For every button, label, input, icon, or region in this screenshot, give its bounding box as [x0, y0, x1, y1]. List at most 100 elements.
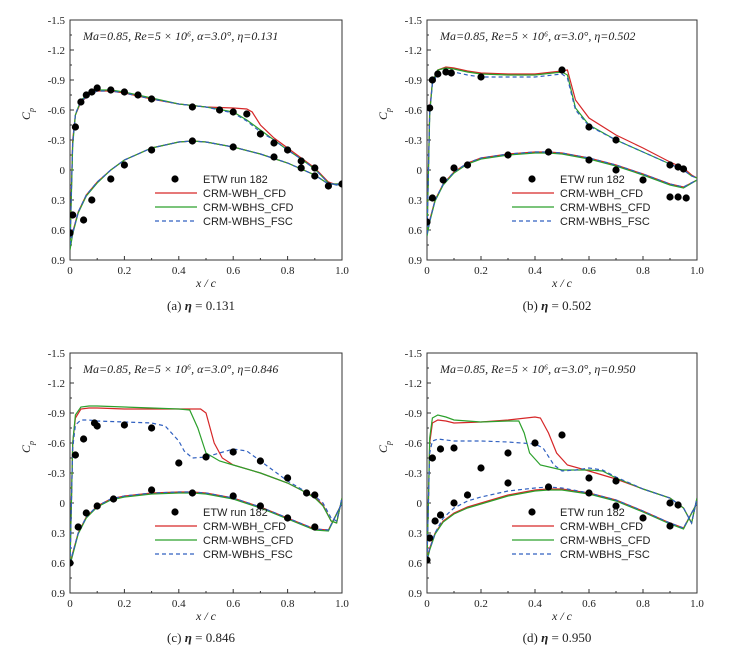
series-line-crm-wbhs-fsc-lower: [427, 151, 697, 235]
x-tick-label: 0.6: [226, 598, 240, 610]
experiment-point: [243, 110, 251, 118]
y-tick-label: 0.9: [408, 588, 422, 600]
experiment-point: [77, 98, 85, 106]
legend-label: CRM-WBHS_FSC: [560, 216, 650, 228]
experiment-point: [436, 511, 445, 519]
y-tick-label: 0.6: [408, 225, 422, 237]
experiment-point: [612, 502, 620, 510]
y-tick-label: 0.9: [408, 255, 422, 267]
experiment-point: [229, 448, 237, 456]
panel-caption: (d) η = 0.950: [523, 630, 592, 645]
experiment-point: [447, 69, 455, 77]
x-tick-label: 0.6: [582, 598, 596, 610]
experiment-point: [612, 136, 620, 144]
experiment-point: [436, 445, 445, 453]
experiment-point: [450, 499, 458, 507]
experiment-point: [80, 216, 88, 224]
experiment-point: [558, 431, 566, 439]
experiment-point: [188, 489, 196, 497]
experiment-point: [148, 486, 156, 494]
legend: ETW run 182 CRM-WBH_CFD CRM-WBHS_CFD CRM-WB…: [512, 507, 650, 561]
experiment-point: [229, 143, 237, 151]
panel-a: -1.5-1.2-0.9-0.6-0.300.30.60.90 0.2 0.4 0.6…: [19, 15, 349, 313]
legend-label: CRM-WBH_CFD: [560, 188, 643, 200]
experiment-point: [463, 161, 472, 169]
y-tick-label: 0: [417, 165, 423, 177]
experiment-point: [120, 161, 128, 169]
experiment-point: [544, 483, 553, 491]
panel-b: -1.5-1.2-0.9-0.6-0.300.30.60.90 0.2 0.4 0.6…: [376, 15, 704, 313]
x-tick-label: 0.2: [474, 598, 488, 610]
experiment-point: [504, 479, 512, 487]
condition-label: Ma=0.85, Re=5 × 10⁶, α=3.0°, η=0.502: [439, 29, 635, 43]
experiment-point: [682, 194, 690, 202]
y-axis-label: Cp: [19, 108, 36, 120]
experiment-point: [666, 161, 674, 169]
experiment-point: [463, 491, 472, 499]
experiment-point: [70, 559, 74, 567]
y-tick-label: -1.5: [48, 348, 66, 360]
experiment-point: [256, 502, 264, 510]
x-tick-label: 0.4: [528, 265, 542, 277]
x-tick-label: 1.0: [690, 265, 704, 277]
experiment-point: [93, 502, 101, 510]
experiment-point: [639, 514, 647, 522]
y-tick-label: 0.9: [51, 588, 65, 600]
legend-marker-experiment: [171, 508, 179, 516]
legend-label: CRM-WBH_CFD: [560, 521, 643, 533]
experiment-point: [428, 454, 436, 462]
panel-c: -1.5-1.2-0.9-0.6-0.300.30.60.90 0.2 0.4 0.6…: [19, 348, 349, 645]
condition-label: Ma=0.85, Re=5 × 10⁶, α=3.0°, η=0.131: [82, 29, 278, 43]
y-tick-label: -1.2: [48, 378, 65, 390]
experiment-point: [82, 509, 90, 517]
panel-d: -1.5-1.2-0.9-0.6-0.300.30.60.90 0.2 0.4 0.6…: [376, 348, 704, 645]
y-tick-label: 0.3: [408, 195, 422, 207]
experiment-point: [188, 103, 196, 111]
experiment-point: [427, 556, 431, 564]
experiment-point: [88, 88, 96, 96]
experiment-point: [284, 146, 292, 154]
experiment-point: [120, 421, 128, 429]
x-tick-label: 1.0: [335, 265, 349, 277]
legend: ETW run 182 CRM-WBH_CFD CRM-WBHS_CFD CRM-WB…: [512, 174, 650, 228]
legend-label: CRM-WBH_CFD: [203, 521, 286, 533]
experiment-point: [612, 166, 620, 174]
y-tick-label: -0.6: [48, 105, 66, 117]
experiment-point: [134, 91, 142, 99]
x-axis-label: x / c: [195, 276, 217, 290]
x-tick-label: 0.6: [582, 265, 596, 277]
experiment-point: [74, 523, 82, 531]
experiment-point: [338, 180, 342, 188]
legend-label: CRM-WBHS_FSC: [560, 549, 650, 561]
legend-label: CRM-WBHS_FSC: [203, 549, 293, 561]
panel-caption: (b) η = 0.502: [523, 298, 592, 313]
experiment-point: [585, 156, 593, 164]
x-axis-label: x / c: [551, 276, 573, 290]
series-line-crm-wbhs-fsc-upper: [427, 438, 697, 560]
experiment-point: [427, 534, 434, 542]
experiment-point: [450, 164, 458, 172]
x-tick-label: 0.8: [281, 598, 295, 610]
experiment-point: [148, 424, 156, 432]
experiment-point: [679, 165, 688, 173]
x-tick-label: 0.8: [636, 265, 650, 277]
experiment-point: [434, 70, 442, 78]
y-tick-label: -0.6: [405, 438, 423, 450]
plot-area: [427, 66, 697, 237]
x-tick-label: 0.2: [118, 265, 132, 277]
experiment-point: [88, 196, 96, 204]
experiment-point: [311, 491, 319, 499]
experiment-point: [558, 66, 566, 74]
y-tick-label: -1.5: [405, 348, 423, 360]
experiment-point: [504, 449, 512, 457]
legend-label: CRM-WBHS_CFD: [203, 535, 293, 547]
series-line-crm-wbhs-cfd-lower: [427, 152, 697, 237]
plot-area: [70, 84, 342, 251]
experiment-point: [175, 459, 183, 467]
experiment-point: [148, 146, 156, 154]
y-tick-label: -0.6: [405, 105, 423, 117]
y-tick-label: -1.2: [405, 378, 422, 390]
experiment-point: [148, 95, 156, 103]
experiment-point: [612, 477, 620, 485]
